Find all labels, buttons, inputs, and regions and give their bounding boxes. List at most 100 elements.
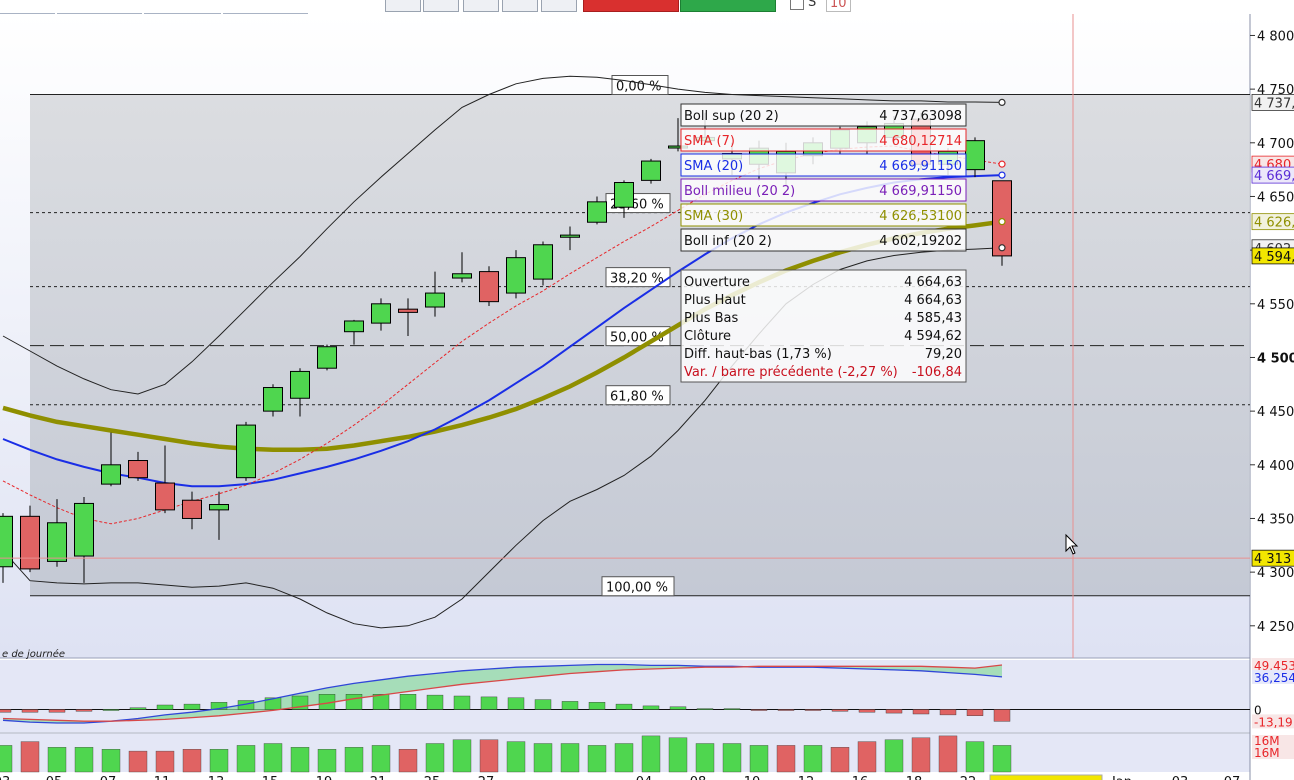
toolbar-button[interactable] — [385, 0, 421, 12]
mouse-cursor-icon — [1065, 533, 1079, 555]
date-label: 05 — [46, 775, 63, 780]
info-ohlc-value: 4 585,43 — [904, 311, 962, 326]
candle-body — [263, 387, 283, 412]
date-label: 07 — [1224, 775, 1241, 780]
candle-body — [371, 303, 391, 324]
info-ohlc-box — [680, 269, 967, 383]
sell-button[interactable] — [583, 0, 679, 12]
volume-bar — [614, 743, 634, 773]
macd-histogram-bar — [831, 709, 849, 712]
date-label: 25 — [424, 775, 441, 780]
macd-histogram-bar — [534, 699, 552, 710]
series-end-marker — [998, 160, 1006, 168]
date-label: 19 — [316, 775, 333, 780]
candle-body — [614, 182, 634, 208]
toolbar-button[interactable] — [502, 0, 538, 12]
macd-histogram-bar — [561, 701, 579, 710]
macd-histogram-bar — [642, 705, 660, 710]
macd-histogram-bar — [372, 694, 390, 710]
macd-histogram-bar — [21, 709, 39, 713]
date-label: Jan — [1111, 775, 1132, 780]
price-tick-label: 4 800 — [1257, 29, 1294, 44]
price-badge-label: 4 626, — [1254, 216, 1294, 231]
candle-body — [20, 515, 40, 570]
candle-body — [965, 140, 985, 171]
price-badge-label: 4 737, — [1254, 96, 1294, 111]
info-indicator-name: Boll sup (20 2) — [684, 109, 779, 124]
candle-body — [587, 201, 607, 223]
volume-bar — [209, 749, 229, 773]
price-badge-label: 4 669, — [1254, 169, 1294, 184]
volume-bar — [479, 739, 499, 773]
date-label: 15 — [262, 775, 279, 780]
price-tick-label: 4 350 — [1257, 512, 1294, 527]
macd-histogram-bar — [777, 709, 795, 711]
toolbar-button[interactable] — [541, 0, 577, 12]
price-tick-label: 4 450 — [1257, 405, 1294, 420]
buy-button[interactable] — [680, 0, 776, 12]
volume-bar — [74, 747, 94, 773]
info-indicator-name: Boll milieu (20 2) — [684, 184, 795, 199]
toolbar-button[interactable] — [423, 0, 459, 12]
info-indicator-row — [680, 153, 967, 177]
volume-bar — [884, 739, 904, 773]
price-badge — [1251, 247, 1294, 265]
fibonacci-label: 38,20 % — [610, 272, 664, 287]
toolbar-button[interactable] — [463, 0, 499, 12]
macd-histogram-bar — [129, 707, 147, 710]
price-tick-label: 4 700 — [1257, 137, 1294, 152]
macd-histogram-bar — [426, 694, 444, 710]
info-indicator-row — [680, 103, 967, 127]
volume-bar — [857, 741, 877, 773]
fibonacci-label-box — [601, 576, 675, 597]
period-field-value[interactable]: 10 — [826, 0, 851, 12]
volume-bar — [263, 743, 283, 773]
info-indicator-name: SMA (30) — [684, 209, 743, 224]
volume-bar — [506, 741, 526, 773]
volume-bar — [317, 749, 337, 773]
volume-badge-label: 16M — [1254, 734, 1280, 748]
volume-badge — [1252, 747, 1294, 759]
info-indicator-value: 4 669,91150 — [879, 184, 962, 199]
macd-badge — [1252, 657, 1294, 672]
candle-body — [533, 244, 553, 280]
volume-bar — [425, 743, 445, 773]
volume-bar — [668, 737, 688, 773]
date-label: 04 — [636, 775, 653, 780]
candle-body — [560, 234, 580, 238]
candle-body — [317, 346, 337, 369]
period-checkbox[interactable] — [790, 0, 804, 10]
info-ohlc-name: Clôture — [684, 329, 731, 344]
date-label: 18 — [906, 775, 923, 780]
candle-body — [641, 160, 661, 181]
volume-bar — [965, 741, 985, 773]
price-tick-label: 4 550 — [1257, 298, 1294, 313]
macd-histogram-bar — [453, 695, 471, 710]
macd-histogram-bar — [156, 704, 174, 710]
volume-bar — [722, 743, 742, 773]
fibonacci-label: 0,00 % — [616, 80, 661, 95]
volume-bar — [155, 750, 175, 773]
pane-caption: e de journée — [2, 648, 65, 660]
candle-body — [425, 292, 445, 308]
volume-bar — [101, 749, 121, 773]
volume-bar — [344, 747, 364, 773]
date-label: 21 — [370, 775, 387, 780]
info-ohlc-value: 4 664,63 — [904, 293, 962, 308]
date-label: 22 — [960, 775, 977, 780]
volume-bar — [47, 747, 67, 773]
candle-body — [182, 499, 202, 519]
volume-bar — [911, 737, 931, 773]
date-label: 11 — [154, 775, 171, 780]
macd-badge-label: 0 — [1254, 704, 1262, 718]
info-indicator-value: 4 669,91150 — [879, 159, 962, 174]
candle-body — [452, 273, 472, 279]
date-label: 13 — [208, 775, 225, 780]
info-indicator-row — [680, 128, 967, 152]
macd-badge — [1252, 702, 1294, 717]
fibonacci-label-box — [611, 75, 669, 95]
date-label: 03 — [0, 775, 10, 780]
info-indicator-name: SMA (20) — [684, 159, 743, 174]
